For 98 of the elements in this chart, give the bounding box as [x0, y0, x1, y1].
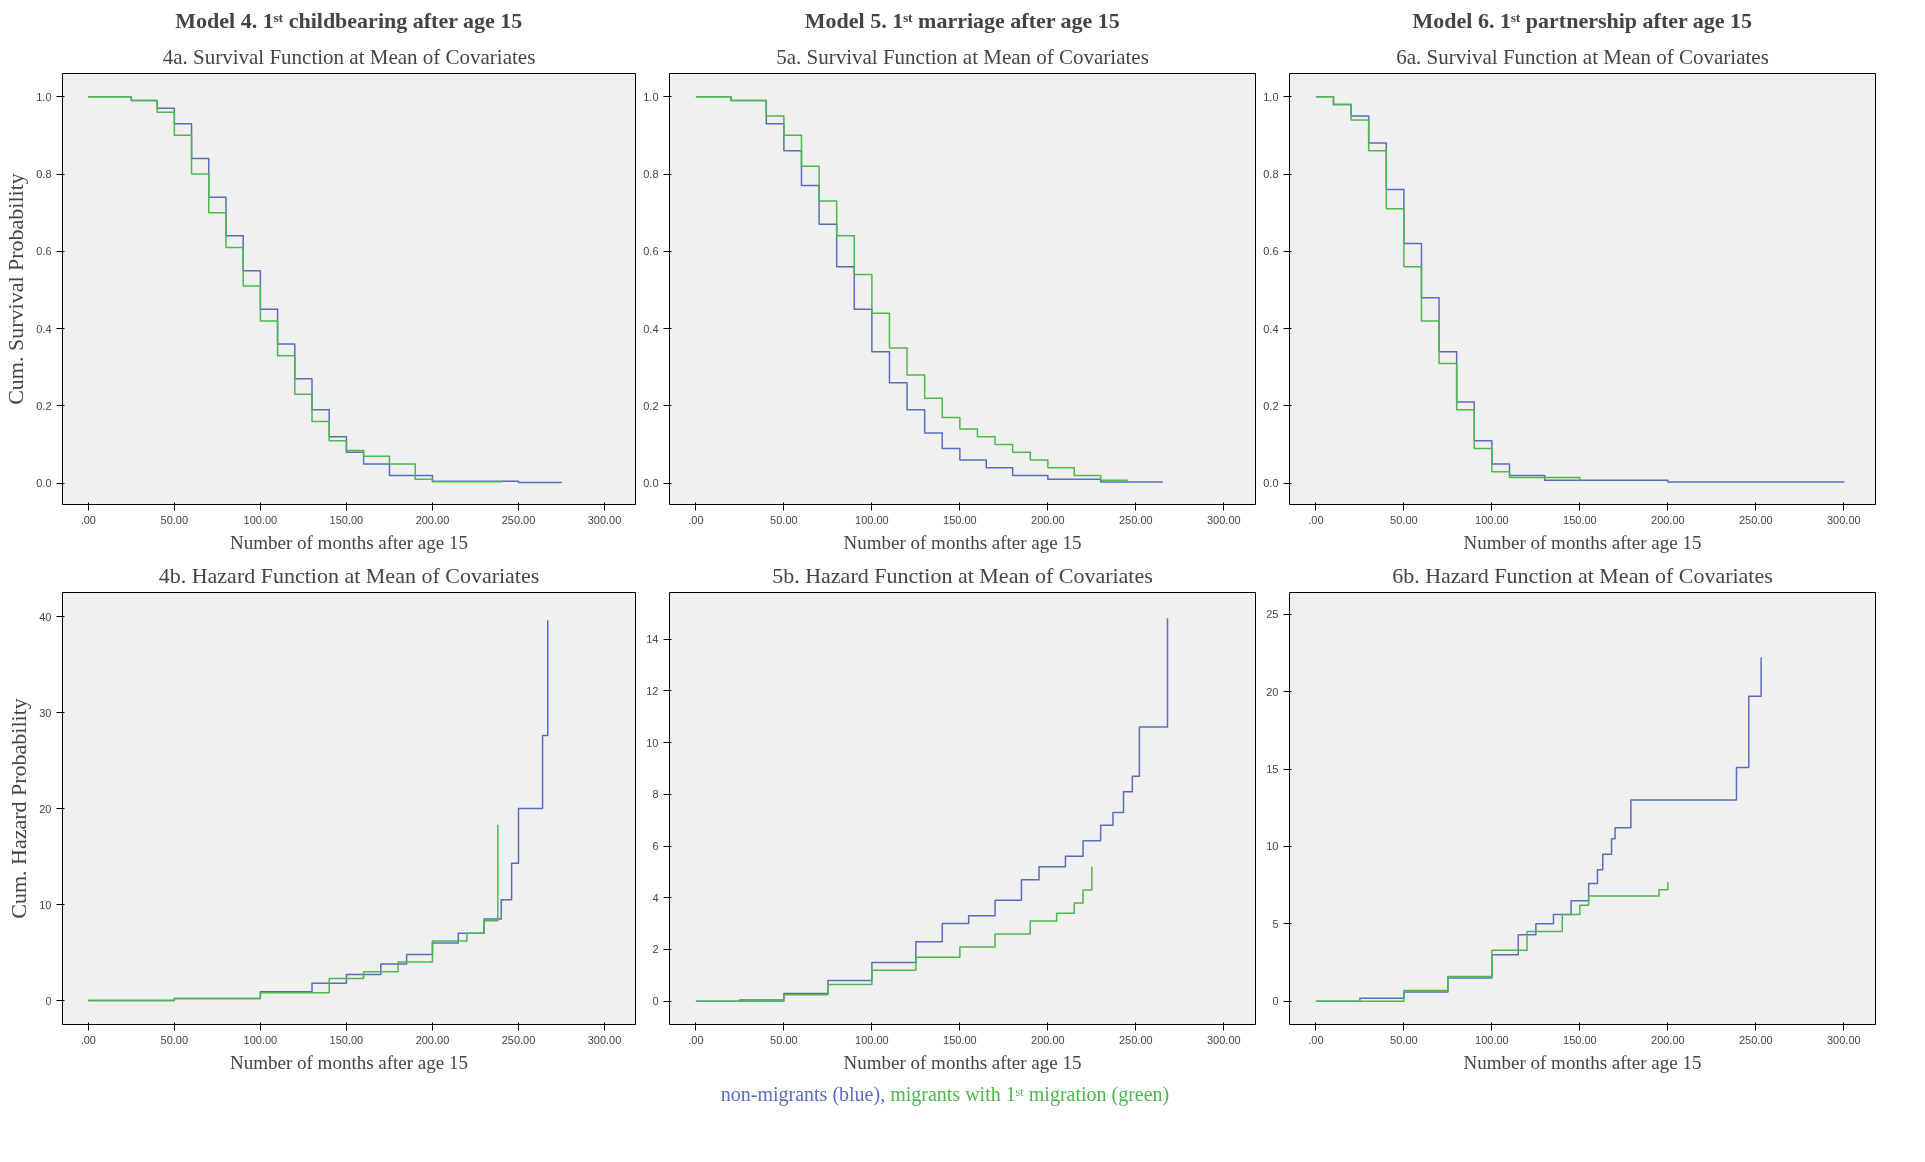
text: non-migrants (blue), [720, 1083, 886, 1105]
x-tick-label: 250.00 [1119, 1033, 1153, 1046]
y-tick-label: 0.4 [643, 322, 659, 335]
y-tick-label: 0.6 [643, 245, 659, 258]
x-tick-label: 250.00 [1739, 513, 1773, 526]
x-tick-label: 200.00 [1651, 1033, 1685, 1046]
x-tick-label: 150.00 [329, 513, 364, 526]
x-tick-label: .00 [688, 1033, 704, 1046]
y-tick-label: 25 [1266, 608, 1279, 621]
x-tick-label: 250.00 [1119, 513, 1153, 526]
y-tick-label: 20 [39, 802, 52, 815]
y-tick-label: 10 [646, 736, 659, 749]
x-tick-label: 300.00 [1207, 513, 1241, 526]
x-tick-label: 200.00 [1031, 513, 1065, 526]
x-axis-title: Number of months after age 15 [1463, 1051, 1702, 1073]
y-tick-label: 12 [646, 684, 659, 697]
y-tick-label: 0.2 [643, 399, 659, 412]
y-tick-label: 40 [39, 610, 52, 623]
y-tick-label: 14 [646, 633, 659, 646]
x-tick-label: 200.00 [1651, 513, 1685, 526]
y-tick-label: 10 [39, 898, 52, 911]
chart-title: Model 5. 1ˢᵗ marriage after age 15 [804, 7, 1120, 33]
x-tick-label: 200.00 [1031, 1033, 1065, 1046]
x-tick-label: 100.00 [1475, 1033, 1509, 1046]
y-tick-label: 0.4 [36, 322, 52, 335]
y-tick-label: 0 [45, 994, 52, 1007]
chart-title: Model 6. 1ˢᵗ partnership after age 15 [1412, 7, 1753, 33]
y-axis-title: Cum. Hazard Probability [6, 698, 32, 919]
y-tick-label: 0.0 [36, 477, 52, 490]
x-tick-label: 150.00 [1563, 1033, 1597, 1046]
x-tick-label: 150.00 [943, 513, 977, 526]
x-tick-label: 50.00 [1390, 1033, 1418, 1046]
y-tick-label: 0.2 [36, 399, 52, 412]
y-tick-label: 0 [1272, 995, 1279, 1008]
chart-subtitle: 5a. Survival Function at Mean of Covariates [776, 44, 1149, 69]
y-tick-label: 2 [652, 943, 659, 956]
x-tick-label: 250.00 [501, 1033, 536, 1046]
y-tick-label: 5 [1272, 917, 1279, 930]
x-axis-title: Number of months after age 15 [843, 531, 1082, 553]
y-axis-title: Cum. Survival Probability [3, 173, 29, 405]
x-axis-title: Number of months after age 15 [230, 531, 468, 553]
x-tick-label: 50.00 [160, 513, 189, 526]
x-tick-label: 100.00 [1475, 513, 1509, 526]
y-tick-label: 4 [652, 891, 659, 904]
x-tick-label: 50.00 [1390, 513, 1418, 526]
x-tick-label: 150.00 [329, 1033, 364, 1046]
y-tick-label: 1.0 [1263, 90, 1279, 103]
x-tick-label: 300.00 [587, 513, 622, 526]
x-tick-label: 50.00 [770, 1033, 798, 1046]
x-tick-label: 300.00 [1207, 1033, 1241, 1046]
chart-title: 4b. Hazard Function at Mean of Covariates [158, 562, 540, 588]
y-tick-label: 10 [1266, 840, 1279, 853]
x-tick-label: 200.00 [415, 513, 450, 526]
y-tick-label: 30 [39, 706, 52, 719]
x-tick-label: 50.00 [770, 513, 798, 526]
text: migrants with 1ˢᵗ migration (green) [890, 1083, 1170, 1105]
x-tick-label: .00 [80, 513, 96, 526]
x-tick-label: 300.00 [587, 1033, 622, 1046]
y-tick-label: 0.8 [1263, 168, 1279, 180]
x-tick-label: .00 [80, 1033, 96, 1046]
x-axis-title: Number of months after age 15 [1463, 531, 1702, 553]
y-tick-label: 0.8 [643, 168, 659, 180]
y-tick-label: 0.4 [1263, 322, 1279, 335]
x-tick-label: .00 [688, 513, 704, 526]
y-tick-label: 8 [652, 788, 659, 801]
chart-subtitle: 6a. Survival Function at Mean of Covariates [1396, 44, 1769, 69]
y-tick-label: 1.0 [36, 90, 52, 103]
y-tick-label: 6 [652, 840, 659, 853]
x-tick-label: 250.00 [501, 513, 536, 526]
x-tick-label: 100.00 [243, 1033, 278, 1046]
x-tick-label: 100.00 [855, 1033, 889, 1046]
chart-title: 6b. Hazard Function at Mean of Covariates [1392, 562, 1773, 588]
y-tick-label: 20 [1266, 685, 1279, 698]
x-tick-label: 150.00 [943, 1033, 977, 1046]
chart-title: 5b. Hazard Function at Mean of Covariates [772, 562, 1153, 588]
x-tick-label: 200.00 [415, 1033, 450, 1046]
x-tick-label: .00 [1308, 1033, 1324, 1046]
x-tick-label: 250.00 [1739, 1033, 1773, 1046]
x-tick-label: 100.00 [855, 513, 889, 526]
x-tick-label: .00 [1308, 513, 1324, 526]
chart-title: Model 4. 1ˢᵗ childbearing after age 15 [175, 7, 523, 33]
y-tick-label: 0.0 [643, 477, 659, 490]
y-tick-label: 0.6 [36, 245, 52, 258]
y-tick-label: 0.2 [1263, 399, 1279, 412]
x-tick-label: 300.00 [1827, 513, 1861, 526]
x-axis-title: Number of months after age 15 [230, 1051, 468, 1073]
chart-subtitle: 4a. Survival Function at Mean of Covariates [162, 44, 536, 69]
x-tick-label: 50.00 [160, 1033, 189, 1046]
y-tick-label: 0.8 [36, 168, 52, 180]
y-tick-label: 0.0 [1263, 477, 1279, 490]
x-axis-title: Number of months after age 15 [843, 1051, 1082, 1073]
x-tick-label: 100.00 [243, 513, 278, 526]
y-tick-label: 1.0 [643, 90, 659, 103]
x-tick-label: 150.00 [1563, 513, 1597, 526]
y-tick-label: 15 [1266, 763, 1279, 776]
x-tick-label: 300.00 [1827, 1033, 1861, 1046]
y-tick-label: 0.6 [1263, 245, 1279, 258]
y-tick-label: 0 [652, 995, 659, 1008]
